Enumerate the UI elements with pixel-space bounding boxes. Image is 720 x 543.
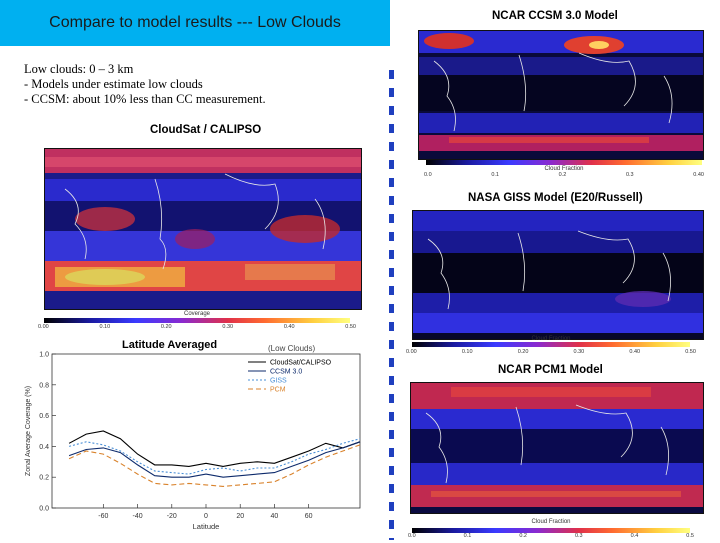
cb-tick: 0.00 — [38, 324, 49, 330]
cb-tick: 0.10 — [462, 349, 473, 355]
cb-tick: 0.1 — [491, 172, 499, 178]
cloudsat-label: CloudSat / CALIPSO — [150, 124, 261, 136]
ccsm-map — [418, 30, 704, 160]
x-tick-label: 0 — [204, 513, 208, 520]
pcm-colorbar-title: Cloud Fraction — [412, 519, 690, 525]
cb-tick: 0.2 — [519, 533, 527, 539]
x-tick-label: 60 — [305, 513, 313, 520]
cb-tick: 0.1 — [464, 533, 472, 539]
cb-tick: 0.40 — [693, 172, 704, 178]
ccsm-label: NCAR CCSM 3.0 Model — [492, 10, 618, 22]
cb-tick: 0.40 — [284, 324, 295, 330]
cb-tick: 0.40 — [629, 349, 640, 355]
cloudsat-colorbar — [44, 318, 350, 323]
chart-subtitle: (Low Clouds) — [268, 344, 315, 353]
x-tick-label: -20 — [167, 513, 177, 520]
giss-colorbar-ticks: 0.00 0.10 0.20 0.30 0.40 0.50 — [406, 349, 696, 355]
cb-tick: 0.50 — [345, 324, 356, 330]
cb-tick: 0.2 — [559, 172, 567, 178]
divider-dashed-line — [389, 70, 394, 540]
cloudsat-colorbar-title: Coverage — [44, 311, 350, 317]
pcm-label: NCAR PCM1 Model — [498, 364, 603, 376]
giss-colorbar — [412, 342, 690, 347]
y-tick-label: 0.4 — [39, 444, 49, 451]
cb-tick: 0.0 — [424, 172, 432, 178]
cb-tick: 0.4 — [631, 533, 639, 539]
giss-label: NASA GISS Model (E20/Russell) — [468, 192, 643, 204]
cb-tick: 0.0 — [408, 533, 416, 539]
legend-label-2: GISS — [270, 378, 287, 385]
y-tick-label: 0.8 — [39, 382, 49, 389]
cb-tick: 0.30 — [574, 349, 585, 355]
x-tick-label: 40 — [271, 513, 279, 520]
y-tick-label: 0.6 — [39, 413, 49, 420]
legend-label-0: CloudSat/CALIPSO — [270, 360, 332, 367]
ccsm-colorbar — [426, 160, 702, 165]
cb-tick: 0.50 — [685, 349, 696, 355]
x-tick-label: -40 — [132, 513, 142, 520]
x-tick-label: 20 — [236, 513, 244, 520]
cloudsat-colorbar-ticks: 0.00 0.10 0.20 0.30 0.40 0.50 — [38, 324, 356, 330]
cb-tick: 0.30 — [222, 324, 233, 330]
legend-label-1: CCSM 3.0 — [270, 369, 302, 376]
cb-tick: 0.10 — [99, 324, 110, 330]
legend-label-3: PCM — [270, 387, 286, 394]
pcm-colorbar-ticks: 0.0 0.1 0.2 0.3 0.4 0.5 — [408, 533, 694, 539]
cb-tick: 0.3 — [626, 172, 634, 178]
y-tick-label: 1.0 — [39, 352, 49, 359]
giss-colorbar-title: Cloud Fraction — [412, 336, 690, 342]
x-axis-label: Latitude — [193, 522, 220, 531]
chart-title: Latitude Averaged — [122, 340, 217, 351]
latitude-averaged-chart: Latitude Averaged (Low Clouds) -60 -40 -20 0 2… — [22, 340, 382, 538]
ccsm-colorbar-ticks: 0.0 0.1 0.2 0.3 0.40 — [424, 172, 704, 178]
series-line-3 — [69, 445, 360, 487]
notes-block: Low clouds: 0 – 3 km - Models under esti… — [24, 62, 384, 107]
cb-tick: 0.00 — [406, 349, 417, 355]
cloudsat-map — [44, 148, 362, 310]
x-tick-label: -60 — [98, 513, 108, 520]
cb-tick: 0.5 — [686, 533, 694, 539]
giss-map — [412, 210, 704, 340]
note-line-1: Low clouds: 0 – 3 km — [24, 62, 384, 77]
cb-tick: 0.20 — [518, 349, 529, 355]
note-line-2: - Models under estimate low clouds — [24, 77, 384, 92]
cb-tick: 0.3 — [575, 533, 583, 539]
cb-tick: 0.20 — [161, 324, 172, 330]
slide-title-banner: Compare to model results --- Low Clouds — [0, 0, 390, 46]
slide-title: Compare to model results --- Low Clouds — [49, 14, 341, 32]
y-tick-label: 0.0 — [39, 506, 49, 513]
y-axis-label: Zonal Average Coverage (%) — [25, 386, 32, 476]
note-line-3: - CCSM: about 10% less than CC measureme… — [24, 92, 384, 107]
pcm-map — [410, 382, 704, 514]
y-tick-label: 0.2 — [39, 475, 49, 482]
